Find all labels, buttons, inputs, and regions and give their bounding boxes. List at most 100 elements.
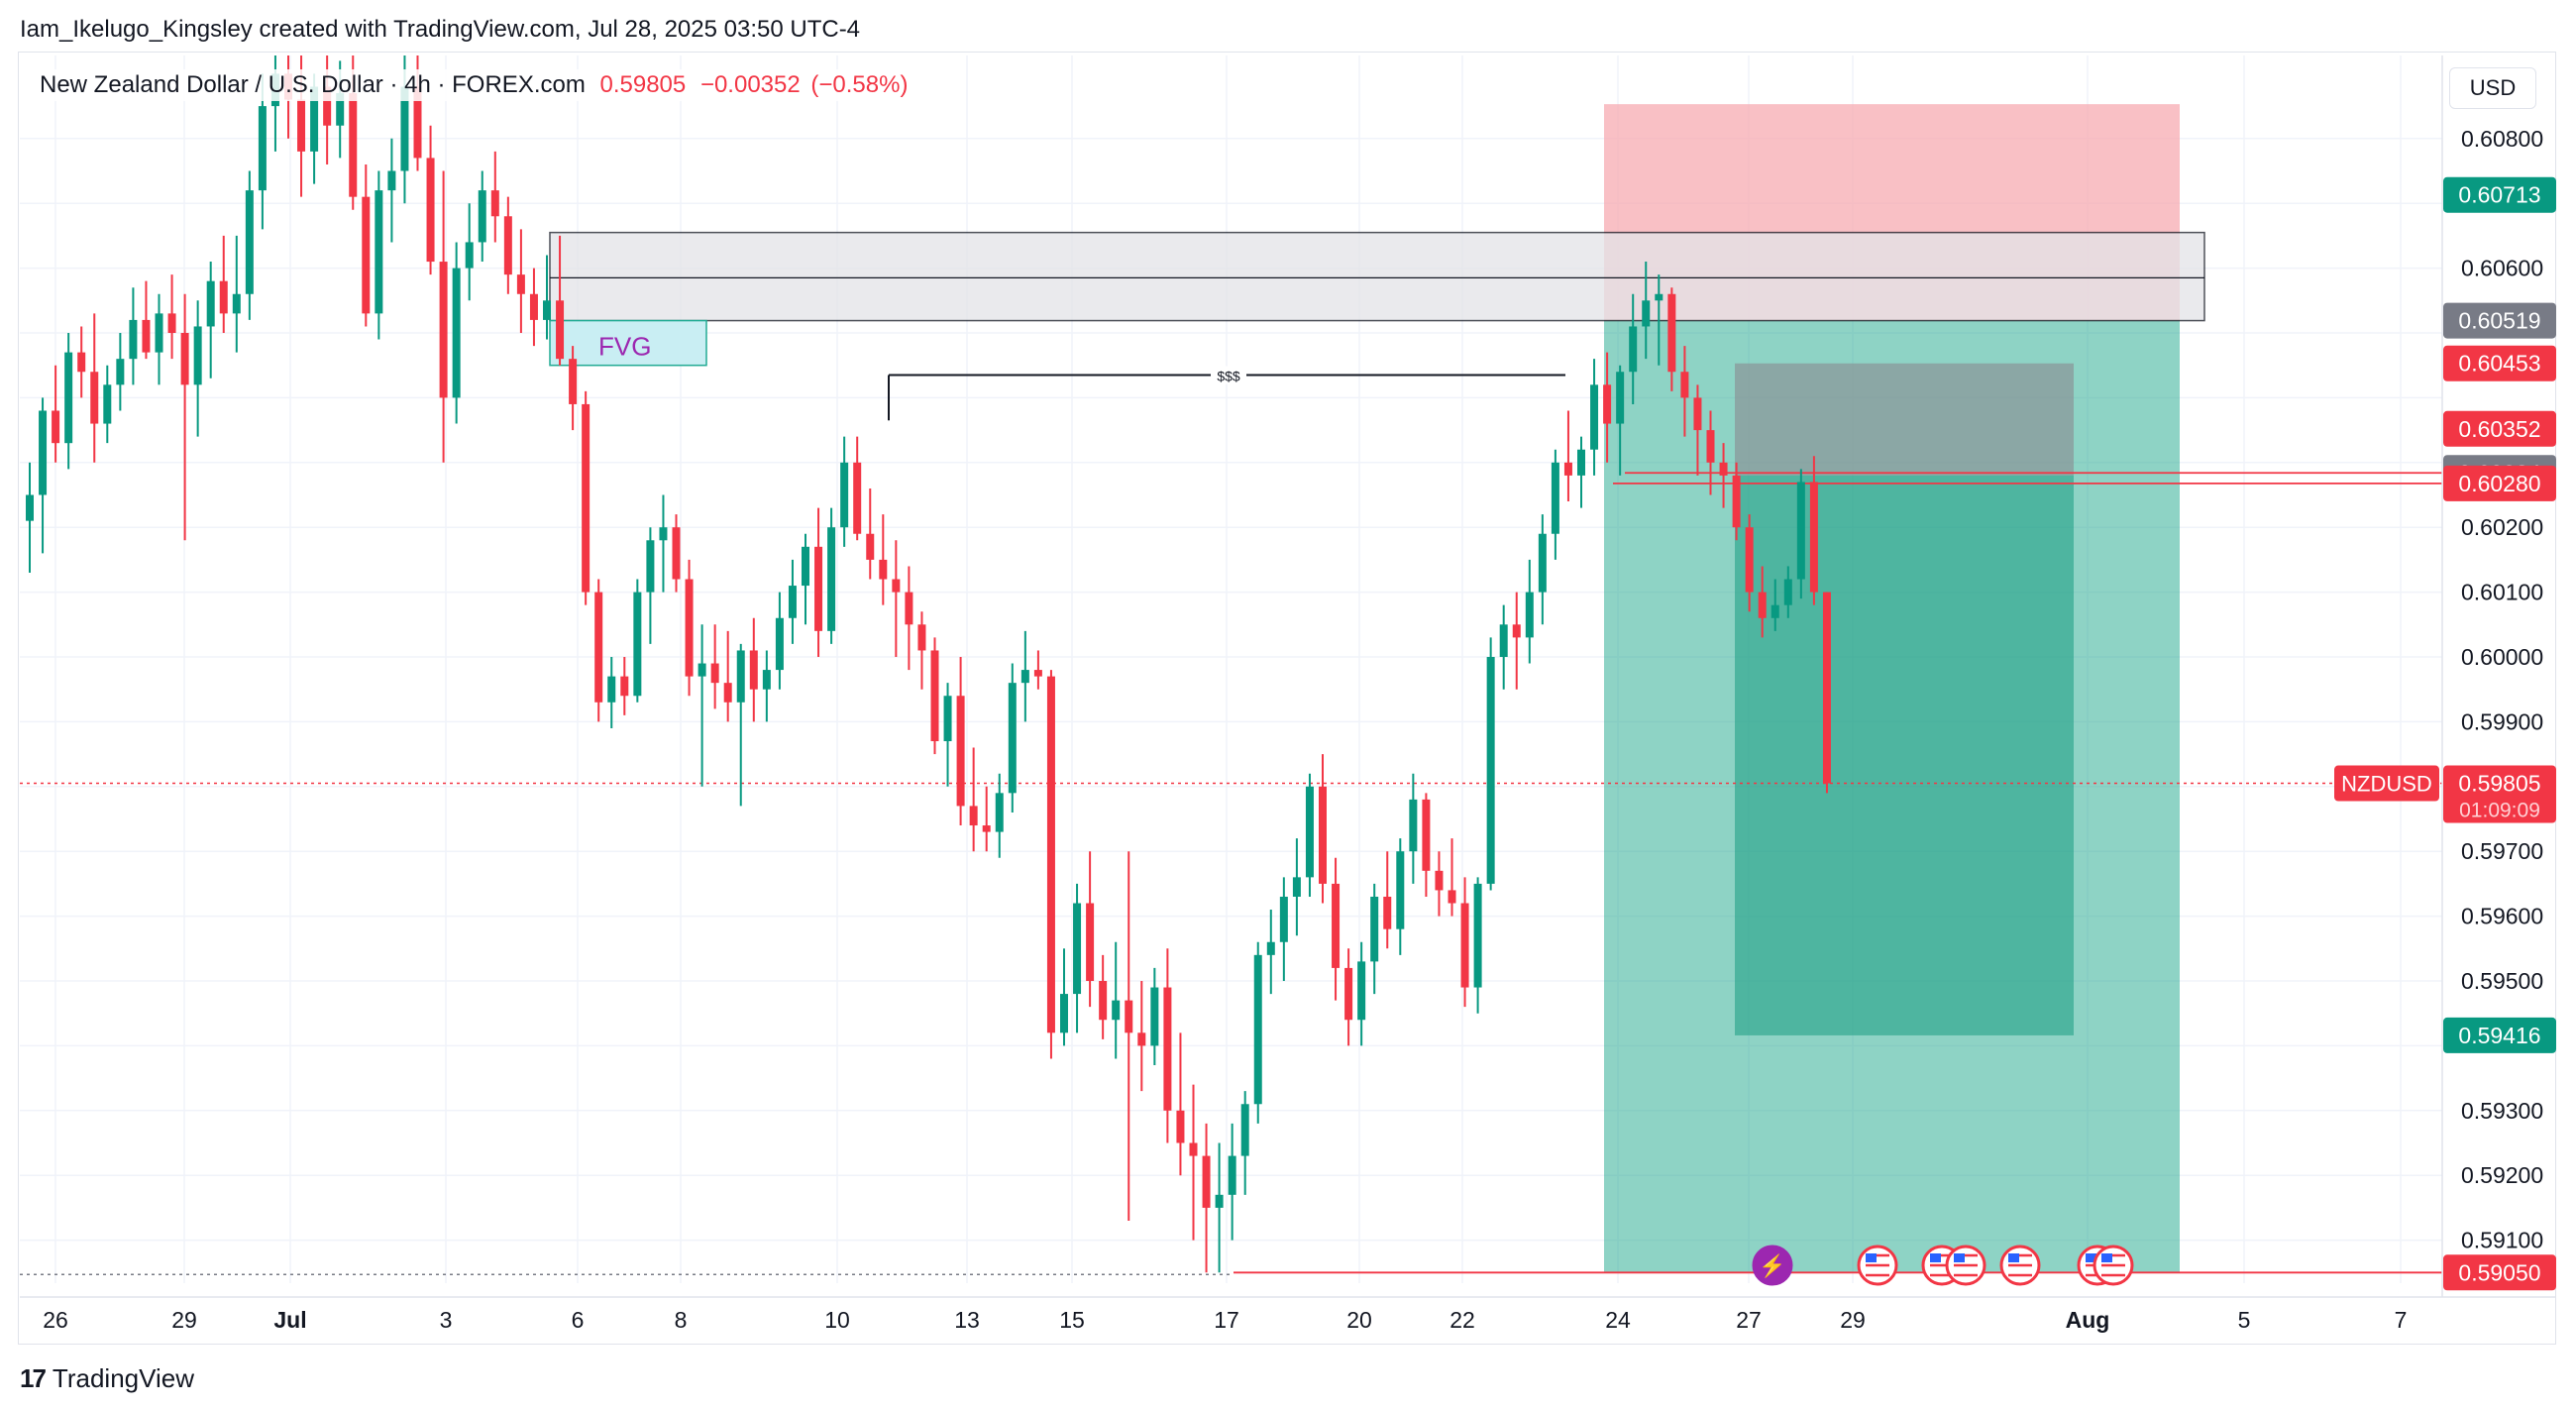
candle-body[interactable] [258,106,267,191]
candle-body[interactable] [1150,987,1159,1046]
candle-body[interactable] [672,527,681,580]
candle-body[interactable] [478,190,486,243]
candle-body[interactable] [142,319,151,353]
candle-body[interactable] [1292,877,1301,897]
candle-body[interactable] [1073,903,1082,995]
candle-body[interactable] [1525,592,1534,638]
candle-body[interactable] [1033,670,1042,677]
candle-body[interactable] [1603,384,1612,424]
candle-body[interactable] [749,650,758,690]
candle-body[interactable] [736,650,745,703]
candle-body[interactable] [543,300,551,320]
candle-body[interactable] [1629,326,1638,373]
candle-body[interactable] [155,313,163,353]
candle-body[interactable] [387,170,396,191]
candle-body[interactable] [1060,994,1068,1033]
candle-body[interactable] [1228,1155,1236,1195]
candle-body[interactable] [1642,300,1651,327]
candle-body[interactable] [1046,676,1055,1033]
candle-body[interactable] [439,262,448,398]
candle-body[interactable] [297,99,306,152]
candle-body[interactable] [516,274,525,294]
candle-body[interactable] [607,676,616,703]
candle-body[interactable] [1551,462,1559,534]
candle-body[interactable] [594,592,603,703]
price-tag[interactable] [2443,302,2556,339]
symbol-tag[interactable] [2334,765,2439,802]
price-tag[interactable] [2443,465,2556,501]
candle-body[interactable] [1732,475,1741,528]
candle-body[interactable] [375,190,383,314]
candle-body[interactable] [1616,372,1625,424]
candle-body[interactable] [1822,592,1831,784]
candle-body[interactable] [1590,384,1599,450]
candle-body[interactable] [969,806,978,826]
candle-body[interactable] [866,533,875,560]
candle-body[interactable] [39,410,48,495]
candle-body[interactable] [995,793,1004,832]
candle-body[interactable] [1240,1104,1249,1156]
candle-body[interactable] [349,93,358,197]
candle-body[interactable] [646,540,655,593]
candle-body[interactable] [1176,1110,1185,1143]
candle-body[interactable] [1099,981,1108,1021]
candle-body[interactable] [1422,799,1431,871]
candle-body[interactable] [1137,1032,1146,1046]
candle-body[interactable] [465,242,474,269]
candle-body[interactable] [219,280,228,314]
candle-body[interactable] [1667,293,1676,373]
candle-body[interactable] [1563,462,1572,476]
candle-body[interactable] [90,372,99,424]
candle-body[interactable] [710,663,719,684]
candle-body[interactable] [1538,533,1547,593]
candle-body[interactable] [1499,624,1508,657]
candle-body[interactable] [659,527,668,541]
candle-body[interactable] [452,268,461,398]
candle-body[interactable] [77,352,86,373]
candle-body[interactable] [1357,961,1366,1021]
candle-body[interactable] [116,359,125,385]
candle-body[interactable] [426,158,435,263]
candle-body[interactable] [413,86,422,159]
candle-body[interactable] [490,190,499,217]
candle-body[interactable] [1370,896,1379,962]
lightning-event-icon[interactable] [1752,1245,1793,1286]
candle-body[interactable] [129,319,138,360]
candle-body[interactable] [1020,670,1029,684]
candle-body[interactable] [1655,293,1664,301]
candle-body[interactable] [1409,799,1418,852]
currency-button[interactable]: USD [2449,67,2536,109]
candle-body[interactable] [853,462,862,534]
candle-body[interactable] [1771,604,1779,618]
candle-body[interactable] [1512,624,1521,638]
candle-body[interactable] [802,546,809,587]
candle-body[interactable] [814,546,823,631]
fvg-box[interactable] [549,319,707,367]
candle-body[interactable] [879,559,888,580]
candle-body[interactable] [206,280,215,327]
candle-body[interactable] [1112,1000,1121,1021]
candle-body[interactable] [52,410,60,444]
candle-body[interactable] [193,326,202,385]
candle-body[interactable] [1809,482,1818,593]
candle-body[interactable] [1680,372,1689,398]
symbol-legend[interactable]: New Zealand Dollar / U.S. Dollar · 4h · … [36,69,912,101]
candle-body[interactable] [762,670,771,690]
candle-body[interactable] [943,696,952,742]
candle-body[interactable] [1383,896,1392,929]
candle-body[interactable] [892,579,901,593]
candle-body[interactable] [323,86,332,126]
candle-body[interactable] [1319,786,1327,884]
candle-body[interactable] [1253,954,1262,1105]
candle-body[interactable] [620,676,629,697]
candle-body[interactable] [336,93,345,126]
price-tag[interactable] [2443,1017,2556,1053]
candle-body[interactable] [1215,1194,1224,1208]
candle-body[interactable] [400,86,409,171]
candle-body[interactable] [1396,851,1405,929]
price-tag[interactable] [2443,345,2556,381]
candle-body[interactable] [1473,883,1482,988]
candle-body[interactable] [840,462,849,528]
supply-zone[interactable] [549,231,2205,322]
